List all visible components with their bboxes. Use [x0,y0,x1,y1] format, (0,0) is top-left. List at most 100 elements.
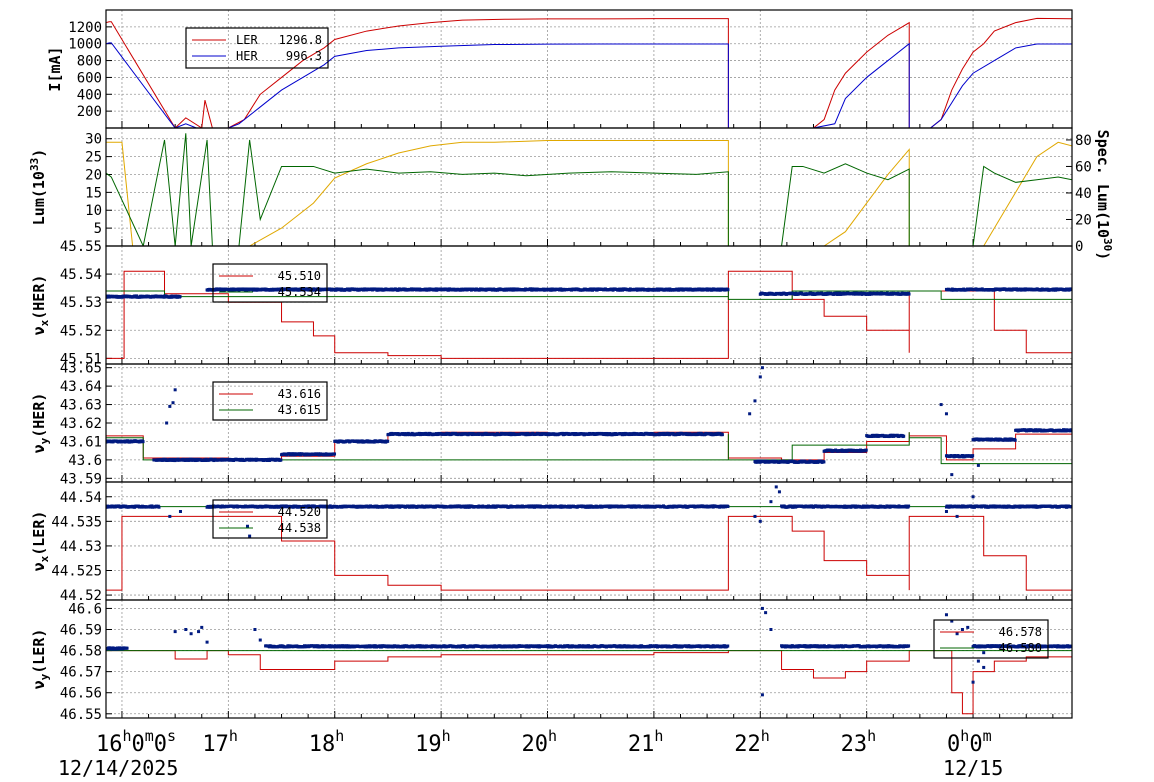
y-axis-label: νy(HER) [30,393,51,454]
y-tick-label: 43.61 [60,434,102,450]
legend-box [212,381,328,421]
y-tick-label: 44.52 [60,588,102,604]
panel-nuy-her: 43.5943.643.6143.6243.6343.6443.65νy(HER… [30,361,1073,487]
data-point [245,524,249,528]
y-tick-label: 46.58 [60,644,102,660]
y-tick-label: 44.525 [51,564,102,580]
plot-area [106,485,1072,596]
data-point [971,454,975,458]
legend-value: 43.616 [278,387,321,401]
y-tick-label: 15 [85,185,102,201]
data-point [1013,438,1017,442]
y-tick-label: 43.6 [68,453,102,469]
plot-area [106,133,1072,246]
y-tick-label: 46.57 [60,665,102,681]
data-point [777,490,781,494]
legend-label: LER [236,33,258,47]
data-point [950,473,954,477]
y-tick-label: 43.63 [60,398,102,414]
y-tick-label: 800 [77,54,102,70]
legend-value: 44.538 [278,521,321,535]
data-point [760,366,764,370]
data-point [165,421,169,425]
y-tick-label: 45.54 [60,267,102,283]
legend-value: 45.510 [278,269,321,283]
legend-box [212,499,328,539]
data-point [902,434,906,438]
y-tick-label: 43.65 [60,361,102,377]
data-point [955,514,959,518]
plot-area [106,606,1072,715]
y-tick-label: 46.56 [60,686,102,702]
y-tick-label: 25 [85,150,102,166]
data-point [171,401,175,405]
y-tick-label: 43.62 [60,416,102,432]
data-point [753,399,757,403]
series-line [106,140,1072,246]
data-point [907,504,911,508]
legend-value: 44.520 [278,505,321,519]
y2-tick-label: 20 [1075,212,1092,228]
y-tick-label: 43.64 [60,379,102,395]
data-point [720,433,724,437]
data-point [279,458,283,462]
y2-axis-label: Spec. Lum(1030) [1094,130,1114,261]
series-line [106,650,1072,715]
y-tick-label: 44.535 [51,514,102,530]
y-tick-label: 44.54 [60,490,102,506]
y-tick-label: 45.52 [60,323,102,339]
y-tick-label: 45.53 [60,295,102,311]
y-axis-label: νx(LER) [30,511,51,572]
data-point [769,500,773,504]
data-point [944,510,948,513]
y-tick-label: 46.6 [68,601,102,617]
y-tick-label: 45.51 [60,351,102,367]
data-point [971,495,975,499]
data-point [822,460,826,464]
legend-value: 43.615 [278,403,321,417]
data-point [753,514,757,518]
series-line [106,17,1072,128]
y-tick-label: 1000 [68,37,102,53]
data-point [141,440,145,444]
data-point [178,295,182,299]
data-point [178,510,182,513]
y-axis-label: Lum(1033) [28,149,48,225]
legend-value: 996.3 [286,49,322,63]
y2-tick-label: 80 [1075,133,1092,149]
plot-area [106,270,1072,359]
data-point [726,505,730,509]
y-tick-label: 45.55 [60,239,102,255]
legend-box [212,263,328,303]
y-tick-label: 20 [85,167,102,183]
data-point [907,292,911,296]
data-point [976,463,980,467]
y2-tick-label: 40 [1075,186,1092,202]
legend-label: HER [236,49,258,63]
data-point [726,288,730,292]
y-tick-label: 46.55 [60,707,102,723]
y-tick-label: 1200 [68,20,102,36]
y-axis-label: I[mA] [46,46,64,91]
y-tick-label: 5 [94,221,102,237]
data-point [173,388,177,392]
y-tick-label: 10 [85,203,102,219]
legend-box [185,27,329,69]
data-point [168,404,172,408]
series-line [106,42,1072,128]
data-point [1070,428,1072,432]
data-point [758,519,762,523]
series-line [106,270,1072,359]
y2-tick-label: 0 [1075,239,1083,255]
y-tick-label: 600 [77,70,102,86]
data-point [939,403,943,407]
data-point [168,514,172,518]
y-tick-label: 46.59 [60,623,102,639]
y-tick-label: 200 [77,104,102,120]
